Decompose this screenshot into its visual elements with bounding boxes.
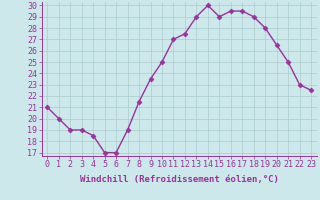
X-axis label: Windchill (Refroidissement éolien,°C): Windchill (Refroidissement éolien,°C)	[80, 175, 279, 184]
